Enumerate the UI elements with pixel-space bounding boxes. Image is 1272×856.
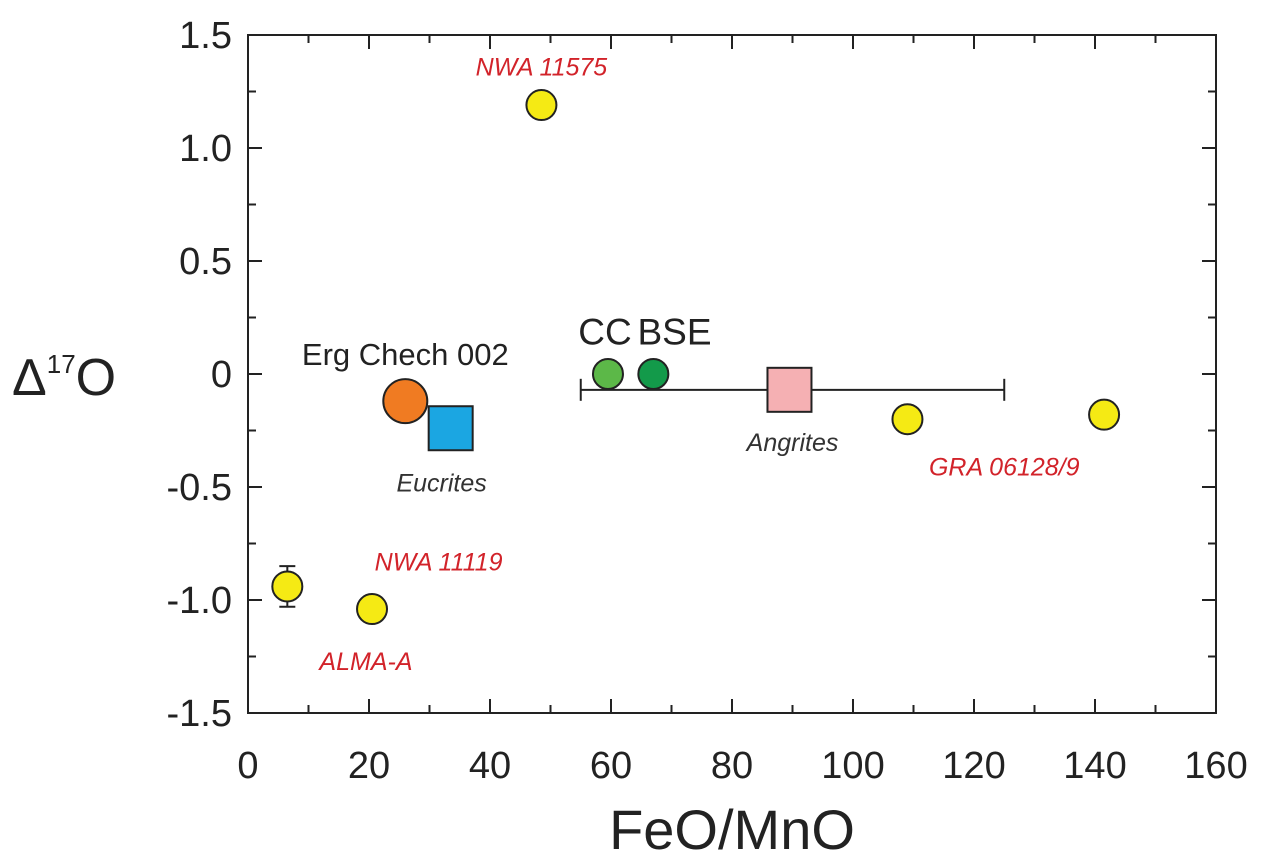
point-label: GRA 06128/9: [929, 454, 1080, 482]
point-label: Erg Chech 002: [302, 337, 509, 372]
y-axis-title: Δ17O: [12, 349, 116, 407]
x-tick-label: 0: [237, 745, 258, 787]
point-label: Eucrites: [396, 470, 486, 498]
data-point-circle: [356, 593, 389, 626]
tick-labels: 0 20 40 60 80 100 120 140 160 1.5 1.0 0.5 0 -0.5 -1.0 -…: [167, 15, 1248, 787]
point-label: NWA 11119: [375, 549, 503, 577]
y-tick-label: 1.5: [179, 15, 232, 57]
point-label: ALMA-A: [317, 648, 412, 676]
x-tick-label: 60: [590, 745, 632, 787]
data-point-circle: [891, 403, 924, 436]
x-tick-label: 100: [821, 745, 884, 787]
data-point-circle: [637, 358, 670, 390]
data-point-circle: [591, 358, 624, 390]
y-axis-title-superscript: 17: [47, 349, 76, 379]
data-point-square: [427, 405, 474, 452]
x-tick-label: 160: [1184, 745, 1247, 787]
y-axis-title-delta: Δ: [12, 349, 47, 407]
data-point-circle: [1088, 398, 1121, 431]
x-tick-label: 140: [1063, 745, 1126, 787]
y-tick-label: -0.5: [167, 467, 232, 509]
y-tick-label: -1.0: [167, 580, 232, 622]
point-label: CC: [578, 312, 631, 353]
data-point-circle: [525, 89, 558, 122]
y-tick-label: 1.0: [179, 128, 232, 170]
y-tick-label: 0.5: [179, 241, 232, 283]
point-label: NWA 11575: [476, 54, 608, 82]
data-point-circle: [382, 378, 429, 425]
x-axis-title: FeO/MnO: [609, 798, 855, 856]
y-tick-label: -1.5: [167, 693, 232, 735]
plot-frame: [247, 34, 1217, 714]
data-point-circle: [271, 570, 304, 603]
x-tick-label: 40: [469, 745, 511, 787]
y-axis-title-element: O: [76, 349, 116, 407]
point-annotations: NWA 11575 NWA 11119 ALMA-A GRA 06128/9 Eucri…: [302, 54, 1080, 676]
data-points: [271, 89, 1121, 626]
y-tick-label: 0: [211, 354, 232, 396]
point-label: BSE: [638, 312, 712, 353]
x-tick-label: 20: [348, 745, 390, 787]
axis-ticks: [247, 34, 1217, 714]
x-tick-label: 120: [942, 745, 1005, 787]
data-point-square: [766, 366, 813, 413]
x-tick-label: 80: [711, 745, 753, 787]
point-label: Angrites: [745, 429, 839, 457]
